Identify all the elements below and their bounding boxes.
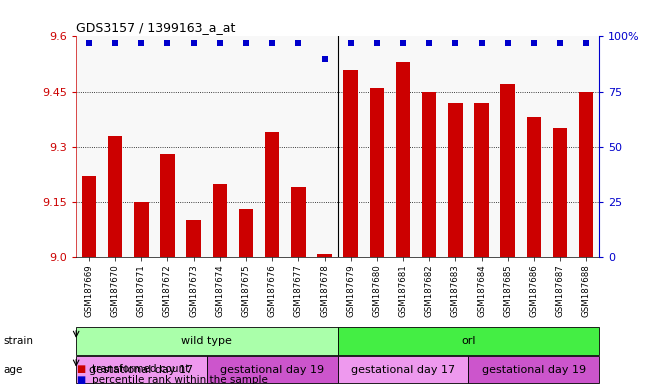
Bar	[469, 356, 599, 383]
Point	[424, 40, 434, 46]
Bar	[291, 187, 306, 257]
Text: ■: ■	[76, 364, 85, 374]
Text: wild type: wild type	[182, 336, 232, 346]
Point	[555, 40, 566, 46]
Text: gestational day 17: gestational day 17	[89, 364, 193, 375]
Bar	[396, 62, 411, 257]
Point	[477, 40, 487, 46]
Bar	[213, 184, 227, 257]
Point	[319, 56, 330, 62]
Bar	[422, 92, 436, 257]
Bar	[207, 356, 338, 383]
Text: gestational day 17: gestational day 17	[351, 364, 455, 375]
Point	[450, 40, 461, 46]
Point	[345, 40, 356, 46]
Text: GDS3157 / 1399163_a_at: GDS3157 / 1399163_a_at	[76, 21, 235, 34]
Point	[241, 40, 251, 46]
Bar	[370, 88, 384, 257]
Text: transformed count: transformed count	[92, 364, 189, 374]
Bar	[475, 103, 488, 257]
Text: orl: orl	[461, 336, 476, 346]
Bar	[317, 253, 332, 257]
Text: percentile rank within the sample: percentile rank within the sample	[92, 375, 268, 384]
Point	[502, 40, 513, 46]
Point	[136, 40, 147, 46]
Bar	[527, 118, 541, 257]
Bar	[187, 220, 201, 257]
Point	[188, 40, 199, 46]
Bar	[76, 356, 207, 383]
Text: ■: ■	[76, 375, 85, 384]
Text: strain: strain	[3, 336, 33, 346]
Point	[581, 40, 591, 46]
Point	[214, 40, 225, 46]
Bar	[108, 136, 122, 257]
Bar	[265, 132, 279, 257]
Bar	[338, 356, 469, 383]
Bar	[579, 92, 593, 257]
Point	[110, 40, 120, 46]
Bar	[76, 327, 338, 355]
Bar	[239, 209, 253, 257]
Bar	[500, 84, 515, 257]
Bar	[160, 154, 175, 257]
Point	[372, 40, 382, 46]
Text: age: age	[3, 364, 22, 375]
Bar	[134, 202, 148, 257]
Point	[529, 40, 539, 46]
Bar	[343, 70, 358, 257]
Bar	[553, 129, 567, 257]
Point	[267, 40, 277, 46]
Point	[84, 40, 94, 46]
Point	[293, 40, 304, 46]
Bar	[448, 103, 463, 257]
Text: gestational day 19: gestational day 19	[220, 364, 324, 375]
Bar	[82, 176, 96, 257]
Point	[162, 40, 173, 46]
Point	[398, 40, 409, 46]
Text: gestational day 19: gestational day 19	[482, 364, 586, 375]
Bar	[338, 327, 599, 355]
